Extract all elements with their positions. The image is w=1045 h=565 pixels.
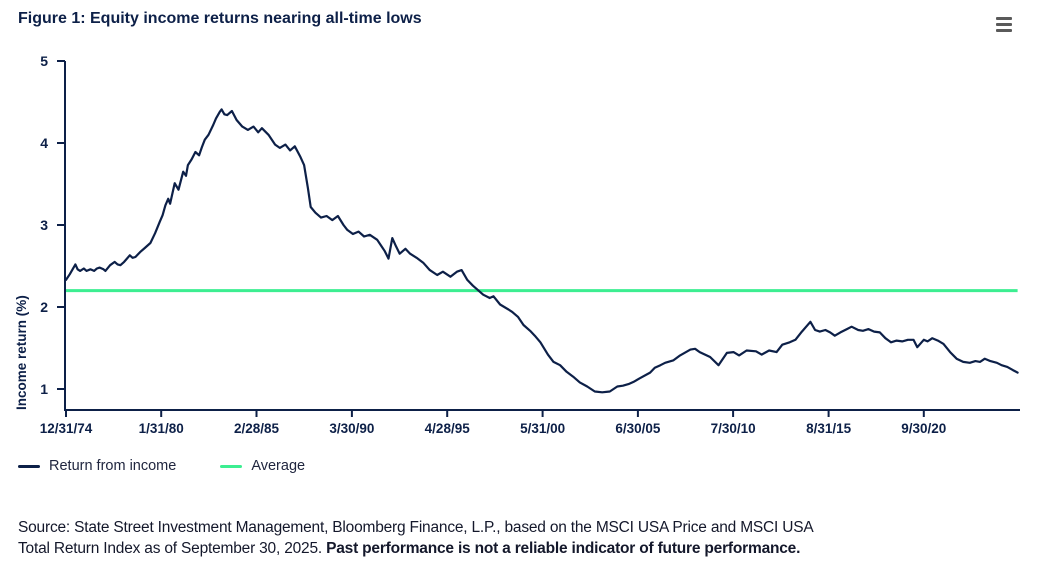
- chart-plot: 5 4 3 2 1 12/31/74 1/31/80 2/28/85 3/30/90 4/28/9…: [40, 53, 1020, 436]
- y-tick-label: 5: [40, 53, 48, 69]
- income-series-line: [64, 108, 1019, 394]
- x-tick-label: 12/31/74: [40, 421, 93, 436]
- x-tick-label: 1/31/80: [139, 421, 184, 436]
- y-axis-title: Income return (%): [14, 295, 29, 410]
- source-line2: Total Return Index as of September 30, 2…: [18, 540, 322, 557]
- x-tick-label: 4/28/95: [425, 421, 471, 436]
- y-tick-label: 1: [40, 381, 48, 397]
- x-tick-label: 7/30/10: [711, 421, 756, 436]
- legend-item-average[interactable]: Average: [220, 458, 305, 474]
- y-tick-label: 2: [40, 299, 48, 315]
- source-note: Source: State Street Investment Manageme…: [18, 517, 1032, 560]
- menu-bar: [996, 17, 1012, 20]
- x-tick-label: 9/30/20: [901, 421, 946, 436]
- menu-bar: [996, 29, 1012, 32]
- y-tick-label: 4: [40, 135, 48, 151]
- source-disclaimer: Past performance is not a reliable indic…: [326, 540, 801, 557]
- page-title: Figure 1: Equity income returns nearing …: [18, 10, 422, 27]
- x-tick-label: 3/30/90: [329, 421, 374, 436]
- source-line1: Source: State Street Investment Manageme…: [18, 518, 814, 536]
- x-tick-label: 8/31/15: [806, 421, 852, 436]
- legend: Return from income Average: [18, 458, 305, 474]
- series-line-swatch-icon: [18, 464, 40, 468]
- x-tick-label: 2/28/85: [234, 421, 280, 436]
- hamburger-menu-icon[interactable]: [996, 17, 1013, 32]
- average-line-swatch-icon: [220, 464, 243, 468]
- x-tick-label: 6/30/05: [615, 421, 661, 436]
- legend-label: Return from income: [49, 458, 177, 474]
- legend-label: Average: [251, 458, 306, 474]
- menu-bar: [996, 23, 1012, 26]
- legend-item-return-from-income[interactable]: Return from income: [18, 458, 176, 474]
- x-tick-label: 5/31/00: [520, 421, 565, 436]
- y-tick-label: 3: [40, 217, 48, 233]
